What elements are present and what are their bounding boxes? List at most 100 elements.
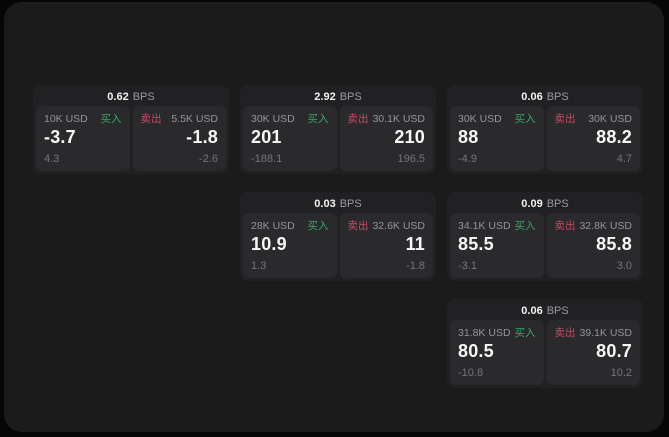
buy-pane-header: 30K USD 买入	[251, 113, 329, 125]
buy-delta-value: -4.9	[458, 153, 477, 165]
sell-pane[interactable]: 卖出 39.1K USD 80.7 10.2	[546, 320, 640, 385]
buy-pane[interactable]: 31.8K USD 买入 80.5 -10.8	[450, 320, 544, 385]
sell-pane[interactable]: 卖出 30K USD 88.2 4.7	[546, 106, 640, 171]
buy-pane[interactable]: 10K USD 买入 -3.7 4.3	[36, 106, 130, 171]
buy-delta-value: -3.1	[458, 260, 477, 272]
buy-pane[interactable]: 28K USD 买入 10.9 1.3	[243, 213, 337, 278]
sell-tag: 卖出	[554, 113, 576, 125]
sell-pane[interactable]: 卖出 5.5K USD -1.8 -2.6	[132, 106, 226, 171]
bps-unit-label: BPS	[132, 91, 155, 103]
buy-tag: 买入	[100, 113, 122, 125]
quote-card: 0.06 BPS 31.8K USD 买入 80.5 -10.8 卖出 39.1K…	[447, 299, 643, 388]
buy-pane[interactable]: 34.1K USD 买入 85.5 -3.1	[450, 213, 544, 278]
sell-price-value: 85.8	[596, 234, 632, 254]
quote-panel: 0.62 BPS 10K USD 买入 -3.7 4.3 卖出 5.5K USD …	[4, 2, 664, 432]
sell-pane-header: 卖出 30.1K USD	[348, 113, 426, 125]
sell-size-label: 30K USD	[588, 113, 632, 125]
buy-price-value: 10.9	[251, 234, 287, 254]
buy-delta-value: 4.3	[44, 153, 60, 165]
buy-size-label: 30K USD	[251, 113, 295, 125]
quote-panes: 31.8K USD 买入 80.5 -10.8 卖出 39.1K USD 80.…	[450, 320, 640, 385]
quote-panes: 30K USD 买入 88 -4.9 卖出 30K USD 88.2 4.7	[450, 106, 640, 171]
quote-panes: 30K USD 买入 201 -188.1 卖出 30.1K USD 210 1…	[243, 106, 433, 171]
sell-pane-header: 卖出 30K USD	[555, 113, 633, 125]
buy-pane-header: 28K USD 买入	[251, 220, 329, 232]
bps-unit-label: BPS	[546, 198, 569, 210]
buy-size-label: 31.8K USD	[458, 327, 511, 339]
sell-tag: 卖出	[554, 220, 576, 232]
quote-panes: 34.1K USD 买入 85.5 -3.1 卖出 32.8K USD 85.8…	[450, 213, 640, 278]
buy-tag: 买入	[514, 327, 536, 339]
buy-size-label: 34.1K USD	[458, 220, 511, 232]
quote-card: 0.62 BPS 10K USD 买入 -3.7 4.3 卖出 5.5K USD …	[33, 85, 229, 174]
bps-header: 0.03 BPS	[243, 195, 433, 213]
buy-tag: 买入	[514, 220, 536, 232]
bps-header: 0.09 BPS	[450, 195, 640, 213]
buy-pane-header: 31.8K USD 买入	[458, 327, 536, 339]
quote-card: 2.92 BPS 30K USD 买入 201 -188.1 卖出 30.1K U…	[240, 85, 436, 174]
sell-size-label: 30.1K USD	[372, 113, 425, 125]
sell-price-value: -1.8	[186, 127, 218, 147]
buy-pane-header: 30K USD 买入	[458, 113, 536, 125]
sell-pane[interactable]: 卖出 32.8K USD 85.8 3.0	[546, 213, 640, 278]
sell-tag: 卖出	[347, 220, 369, 232]
sell-pane-header: 卖出 39.1K USD	[555, 327, 633, 339]
bps-unit-label: BPS	[339, 91, 362, 103]
sell-price-value: 80.7	[596, 341, 632, 361]
bps-value: 0.62	[107, 91, 129, 103]
bps-unit-label: BPS	[339, 198, 362, 210]
buy-tag: 买入	[514, 113, 536, 125]
bps-header: 0.62 BPS	[36, 88, 226, 106]
quote-card: 0.09 BPS 34.1K USD 买入 85.5 -3.1 卖出 32.8K …	[447, 192, 643, 281]
sell-size-label: 39.1K USD	[579, 327, 632, 339]
bps-header: 0.06 BPS	[450, 302, 640, 320]
sell-delta-value: -2.6	[199, 153, 218, 165]
sell-tag: 卖出	[140, 113, 162, 125]
buy-delta-value: -188.1	[251, 153, 283, 165]
sell-price-value: 11	[405, 234, 425, 254]
bps-header: 2.92 BPS	[243, 88, 433, 106]
buy-price-value: 85.5	[458, 234, 494, 254]
sell-size-label: 5.5K USD	[171, 113, 218, 125]
buy-size-label: 10K USD	[44, 113, 88, 125]
buy-delta-value: 1.3	[251, 260, 267, 272]
bps-value: 2.92	[314, 91, 336, 103]
bps-unit-label: BPS	[546, 305, 569, 317]
quote-card: 0.03 BPS 28K USD 买入 10.9 1.3 卖出 32.6K USD…	[240, 192, 436, 281]
sell-pane-header: 卖出 5.5K USD	[141, 113, 219, 125]
buy-price-value: 80.5	[458, 341, 494, 361]
bps-unit-label: BPS	[546, 91, 569, 103]
bps-value: 0.03	[314, 198, 336, 210]
buy-tag: 买入	[307, 220, 329, 232]
sell-pane-header: 卖出 32.6K USD	[348, 220, 426, 232]
buy-delta-value: -10.8	[458, 367, 484, 379]
quote-panes: 28K USD 买入 10.9 1.3 卖出 32.6K USD 11 -1.8	[243, 213, 433, 278]
quote-panes: 10K USD 买入 -3.7 4.3 卖出 5.5K USD -1.8 -2.…	[36, 106, 226, 171]
pricing-board: 0.62 BPS 10K USD 买入 -3.7 4.3 卖出 5.5K USD …	[33, 85, 643, 388]
buy-tag: 买入	[307, 113, 329, 125]
sell-size-label: 32.6K USD	[372, 220, 425, 232]
sell-delta-value: -1.8	[406, 260, 425, 272]
sell-tag: 卖出	[347, 113, 369, 125]
sell-delta-value: 3.0	[616, 260, 632, 272]
buy-pane-header: 10K USD 买入	[44, 113, 122, 125]
quote-card: 0.06 BPS 30K USD 买入 88 -4.9 卖出 30K USD 88…	[447, 85, 643, 174]
sell-size-label: 32.8K USD	[579, 220, 632, 232]
buy-price-value: -3.7	[44, 127, 76, 147]
sell-delta-value: 196.5	[397, 153, 425, 165]
sell-pane[interactable]: 卖出 30.1K USD 210 196.5	[339, 106, 433, 171]
buy-price-value: 88	[458, 127, 479, 147]
buy-pane[interactable]: 30K USD 买入 88 -4.9	[450, 106, 544, 171]
bps-value: 0.06	[521, 91, 543, 103]
bps-value: 0.06	[521, 305, 543, 317]
buy-pane[interactable]: 30K USD 买入 201 -188.1	[243, 106, 337, 171]
bps-value: 0.09	[521, 198, 543, 210]
sell-price-value: 88.2	[596, 127, 632, 147]
sell-price-value: 210	[394, 127, 425, 147]
buy-pane-header: 34.1K USD 买入	[458, 220, 536, 232]
sell-delta-value: 10.2	[610, 367, 632, 379]
buy-size-label: 28K USD	[251, 220, 295, 232]
sell-delta-value: 4.7	[616, 153, 632, 165]
sell-pane[interactable]: 卖出 32.6K USD 11 -1.8	[339, 213, 433, 278]
sell-pane-header: 卖出 32.8K USD	[555, 220, 633, 232]
